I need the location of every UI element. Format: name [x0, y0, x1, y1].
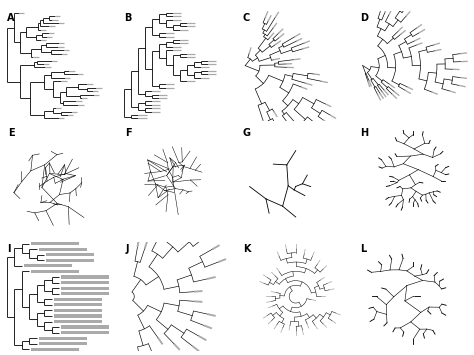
Text: H: H: [361, 128, 369, 138]
Text: E: E: [8, 128, 15, 138]
Bar: [39, 247, 87, 251]
Bar: [54, 303, 102, 306]
Bar: [54, 298, 102, 301]
Bar: [46, 253, 94, 256]
Text: D: D: [361, 13, 368, 23]
Bar: [54, 315, 102, 317]
Bar: [31, 242, 80, 245]
Text: J: J: [126, 244, 129, 254]
Bar: [24, 264, 72, 267]
Bar: [61, 292, 109, 295]
Bar: [39, 337, 87, 340]
Bar: [61, 326, 109, 329]
Bar: [31, 348, 80, 351]
Bar: [46, 259, 94, 262]
Text: F: F: [126, 128, 132, 138]
Text: A: A: [7, 13, 15, 23]
Bar: [39, 342, 87, 345]
Text: B: B: [125, 13, 132, 23]
Text: K: K: [243, 244, 250, 254]
Bar: [61, 286, 109, 290]
Bar: [31, 270, 80, 273]
Bar: [54, 320, 102, 323]
Bar: [61, 275, 109, 279]
Text: C: C: [243, 13, 250, 23]
Text: I: I: [7, 244, 10, 254]
Bar: [61, 281, 109, 284]
Text: G: G: [243, 128, 251, 138]
Bar: [54, 309, 102, 312]
Text: L: L: [361, 244, 367, 254]
Bar: [61, 331, 109, 334]
